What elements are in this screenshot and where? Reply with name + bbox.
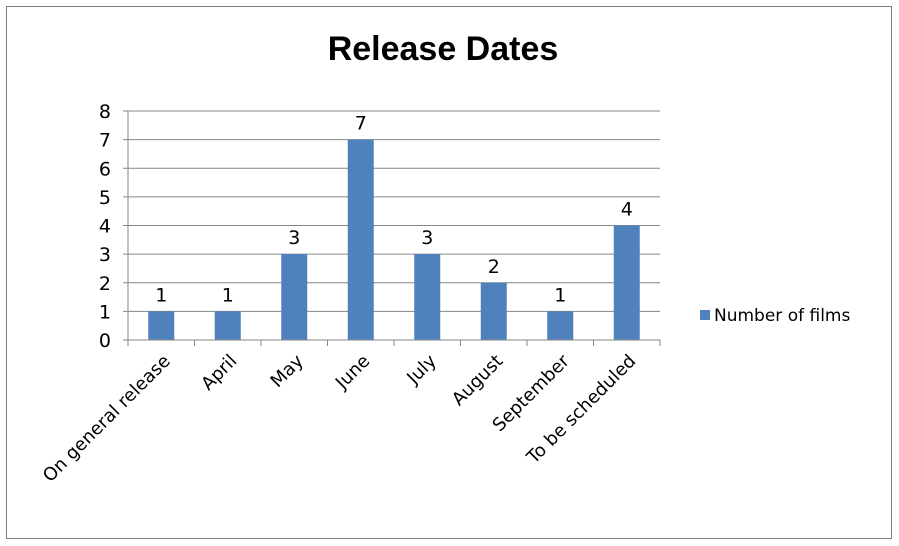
bar bbox=[214, 311, 241, 340]
chart-frame bbox=[6, 6, 892, 539]
data-label: 7 bbox=[355, 113, 367, 135]
data-label: 3 bbox=[421, 227, 433, 249]
x-category-label: April bbox=[197, 351, 241, 395]
bars bbox=[148, 139, 640, 340]
y-tick-label: 6 bbox=[99, 158, 111, 180]
x-axis-categories: On general release April May June July August… bbox=[39, 350, 640, 486]
data-label: 1 bbox=[222, 284, 234, 306]
legend-swatch bbox=[700, 310, 710, 320]
bar bbox=[347, 139, 374, 340]
axes bbox=[127, 111, 661, 346]
bar bbox=[281, 254, 308, 340]
x-category-label: July bbox=[402, 350, 441, 389]
x-category-label: On general release bbox=[39, 351, 175, 487]
bar bbox=[414, 254, 441, 340]
data-labels: 1 1 3 7 3 2 1 4 bbox=[155, 113, 633, 307]
y-tick-label: 4 bbox=[99, 216, 111, 238]
y-tick-label: 1 bbox=[99, 301, 111, 323]
data-label: 2 bbox=[488, 256, 500, 278]
grid-lines bbox=[128, 110, 660, 312]
bar bbox=[148, 311, 175, 340]
y-axis-ticks: 0 1 2 3 4 5 6 7 8 bbox=[99, 101, 128, 352]
y-tick-label: 0 bbox=[99, 330, 111, 352]
legend-label: Number of films bbox=[714, 306, 850, 326]
x-category-label: May bbox=[267, 350, 308, 391]
y-tick-label: 5 bbox=[99, 187, 111, 209]
y-tick-label: 2 bbox=[99, 273, 111, 295]
bar bbox=[613, 225, 640, 340]
chart-title: Release Dates bbox=[327, 30, 559, 68]
data-label: 1 bbox=[554, 284, 566, 306]
bar bbox=[480, 282, 507, 340]
legend: Number of films bbox=[700, 306, 850, 326]
data-label: 1 bbox=[155, 284, 167, 306]
y-tick-label: 7 bbox=[99, 130, 111, 152]
data-label: 3 bbox=[288, 227, 300, 249]
x-category-label: August bbox=[448, 351, 507, 410]
bar bbox=[547, 311, 574, 340]
y-tick-label: 3 bbox=[99, 244, 111, 266]
y-tick-label: 8 bbox=[99, 101, 111, 123]
data-label: 4 bbox=[621, 199, 633, 221]
x-category-label: June bbox=[331, 351, 374, 394]
